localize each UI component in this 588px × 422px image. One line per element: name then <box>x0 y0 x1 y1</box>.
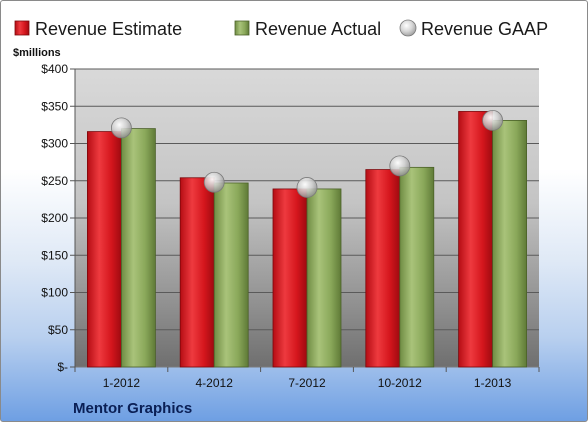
y-axis-unit-label: $millions <box>13 47 61 59</box>
x-tick-label: 4-2012 <box>196 376 234 390</box>
x-tick-label: 7-2012 <box>288 376 326 390</box>
y-tick-label: $250 <box>41 174 68 188</box>
marker-revenue-gaap <box>111 117 132 139</box>
y-tick-label: $50 <box>48 323 68 337</box>
y-tick-label: $200 <box>41 211 68 225</box>
marker-revenue-gaap <box>203 171 225 193</box>
bar-revenue-estimate <box>272 188 308 368</box>
legend-label: Revenue Actual <box>255 19 381 39</box>
bars <box>87 111 528 368</box>
y-tick-label: $150 <box>41 248 68 262</box>
legend-swatch-revenue-actual <box>234 20 250 36</box>
marker-revenue-gaap <box>296 177 318 198</box>
bar-revenue-actual <box>492 120 528 368</box>
x-tick-label: 1-2012 <box>103 376 141 390</box>
company-label: Mentor Graphics <box>73 400 192 417</box>
bar-revenue-estimate <box>179 177 215 368</box>
bar-revenue-estimate <box>87 131 122 368</box>
y-tick-label: $100 <box>41 286 68 300</box>
axes: $- $50 $100 $150 $200 $250 $300 $350 $400 1-2012 4… <box>41 62 540 390</box>
x-tick-label: 10-2012 <box>378 376 422 390</box>
legend-label: Revenue GAAP <box>421 19 548 39</box>
legend-swatch-revenue-gaap <box>399 19 417 37</box>
y-tick-label: $400 <box>41 62 68 76</box>
legend-swatch-revenue-estimate <box>14 20 30 36</box>
gaap-markers <box>111 110 504 198</box>
marker-revenue-gaap <box>389 155 411 177</box>
bar-revenue-estimate <box>458 111 494 368</box>
bar-revenue-actual <box>306 188 342 368</box>
legend-label: Revenue Estimate <box>35 19 182 39</box>
bar-revenue-actual <box>399 166 435 368</box>
bar-revenue-actual <box>121 128 156 368</box>
y-tick-label: $350 <box>41 99 68 113</box>
bar-revenue-estimate <box>365 169 401 368</box>
y-tick-label: $300 <box>41 137 68 151</box>
legend: Revenue Estimate Revenue Actual Revenue GA… <box>14 19 548 39</box>
y-tick-label: $- <box>57 360 68 374</box>
bar-revenue-actual <box>213 182 249 368</box>
x-tick-label: 1-2013 <box>474 376 512 390</box>
marker-revenue-gaap <box>482 110 504 131</box>
